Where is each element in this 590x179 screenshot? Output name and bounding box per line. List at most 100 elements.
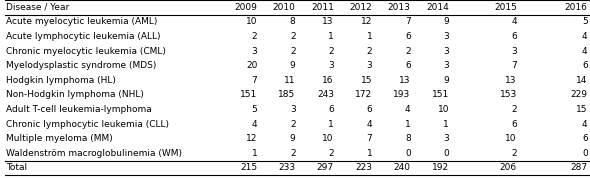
Text: 2016: 2016 — [565, 3, 588, 12]
Text: 6: 6 — [405, 32, 411, 41]
Text: 7: 7 — [511, 61, 517, 70]
Text: 1: 1 — [366, 149, 372, 158]
Text: 151: 151 — [432, 90, 449, 100]
Text: 6: 6 — [511, 120, 517, 129]
Text: 3: 3 — [443, 47, 449, 56]
Text: 2011: 2011 — [311, 3, 334, 12]
Text: 4: 4 — [405, 105, 411, 114]
Text: 2: 2 — [290, 32, 296, 41]
Text: 7: 7 — [366, 134, 372, 143]
Text: 1: 1 — [366, 32, 372, 41]
Text: 2012: 2012 — [349, 3, 372, 12]
Text: 15: 15 — [576, 105, 588, 114]
Text: 5: 5 — [582, 17, 588, 26]
Text: 14: 14 — [576, 76, 588, 85]
Text: 3: 3 — [366, 61, 372, 70]
Text: 1: 1 — [251, 149, 257, 158]
Text: 8: 8 — [405, 134, 411, 143]
Text: Multiple myeloma (MM): Multiple myeloma (MM) — [6, 134, 113, 143]
Text: Acute lymphocytic leukemia (ALL): Acute lymphocytic leukemia (ALL) — [6, 32, 160, 41]
Text: 0: 0 — [582, 149, 588, 158]
Text: 13: 13 — [323, 17, 334, 26]
Text: 2010: 2010 — [273, 3, 296, 12]
Text: 2009: 2009 — [234, 3, 257, 12]
Text: 3: 3 — [443, 134, 449, 143]
Text: 10: 10 — [246, 17, 257, 26]
Text: 6: 6 — [511, 32, 517, 41]
Text: 2: 2 — [511, 105, 517, 114]
Text: 4: 4 — [366, 120, 372, 129]
Text: 233: 233 — [278, 163, 296, 173]
Text: 4: 4 — [511, 17, 517, 26]
Text: 3: 3 — [511, 47, 517, 56]
Text: 0: 0 — [443, 149, 449, 158]
Text: Total: Total — [6, 163, 27, 173]
Text: 192: 192 — [432, 163, 449, 173]
Text: 7: 7 — [251, 76, 257, 85]
Text: 1: 1 — [443, 120, 449, 129]
Text: 16: 16 — [323, 76, 334, 85]
Text: 2: 2 — [328, 47, 334, 56]
Text: 172: 172 — [355, 90, 372, 100]
Text: 3: 3 — [290, 105, 296, 114]
Text: Non-Hodgkin lymphoma (NHL): Non-Hodgkin lymphoma (NHL) — [6, 90, 144, 100]
Text: 11: 11 — [284, 76, 296, 85]
Text: 297: 297 — [317, 163, 334, 173]
Text: 4: 4 — [582, 32, 588, 41]
Text: 151: 151 — [240, 90, 257, 100]
Text: 0: 0 — [405, 149, 411, 158]
Text: 15: 15 — [361, 76, 372, 85]
Text: 3: 3 — [443, 32, 449, 41]
Text: 2: 2 — [251, 32, 257, 41]
Text: Acute myelocytic leukemia (AML): Acute myelocytic leukemia (AML) — [6, 17, 158, 26]
Text: 229: 229 — [571, 90, 588, 100]
Text: 20: 20 — [246, 61, 257, 70]
Text: 10: 10 — [323, 134, 334, 143]
Text: 2: 2 — [290, 120, 296, 129]
Text: 1: 1 — [405, 120, 411, 129]
Text: 9: 9 — [443, 76, 449, 85]
Text: 13: 13 — [399, 76, 411, 85]
Text: Waldenström macroglobulinemia (WM): Waldenström macroglobulinemia (WM) — [6, 149, 182, 158]
Text: 13: 13 — [506, 76, 517, 85]
Text: 2013: 2013 — [388, 3, 411, 12]
Text: 8: 8 — [290, 17, 296, 26]
Text: 240: 240 — [394, 163, 411, 173]
Text: 3: 3 — [328, 61, 334, 70]
Text: 10: 10 — [438, 105, 449, 114]
Text: 2: 2 — [328, 149, 334, 158]
Text: 2: 2 — [511, 149, 517, 158]
Text: 12: 12 — [361, 17, 372, 26]
Text: 10: 10 — [506, 134, 517, 143]
Text: 185: 185 — [278, 90, 296, 100]
Text: 243: 243 — [317, 90, 334, 100]
Text: 6: 6 — [366, 105, 372, 114]
Text: 2: 2 — [405, 47, 411, 56]
Text: 9: 9 — [290, 134, 296, 143]
Text: 6: 6 — [405, 61, 411, 70]
Text: 2: 2 — [290, 47, 296, 56]
Text: 193: 193 — [394, 90, 411, 100]
Text: 7: 7 — [405, 17, 411, 26]
Text: 2015: 2015 — [494, 3, 517, 12]
Text: 223: 223 — [355, 163, 372, 173]
Text: 5: 5 — [251, 105, 257, 114]
Text: 6: 6 — [582, 61, 588, 70]
Text: 4: 4 — [251, 120, 257, 129]
Text: 12: 12 — [246, 134, 257, 143]
Text: 287: 287 — [571, 163, 588, 173]
Text: 2: 2 — [366, 47, 372, 56]
Text: 1: 1 — [328, 120, 334, 129]
Text: Disease / Year: Disease / Year — [6, 3, 69, 12]
Text: 4: 4 — [582, 47, 588, 56]
Text: 6: 6 — [328, 105, 334, 114]
Text: 4: 4 — [582, 120, 588, 129]
Text: Adult T-cell leukemia-lymphoma: Adult T-cell leukemia-lymphoma — [6, 105, 152, 114]
Text: Chronic myelocytic leukemia (CML): Chronic myelocytic leukemia (CML) — [6, 47, 166, 56]
Text: Hodgkin lymphoma (HL): Hodgkin lymphoma (HL) — [6, 76, 116, 85]
Text: 3: 3 — [443, 61, 449, 70]
Text: 2: 2 — [290, 149, 296, 158]
Text: Myelodysplastic syndrome (MDS): Myelodysplastic syndrome (MDS) — [6, 61, 156, 70]
Text: Chronic lymphocytic leukemia (CLL): Chronic lymphocytic leukemia (CLL) — [6, 120, 169, 129]
Text: 215: 215 — [240, 163, 257, 173]
